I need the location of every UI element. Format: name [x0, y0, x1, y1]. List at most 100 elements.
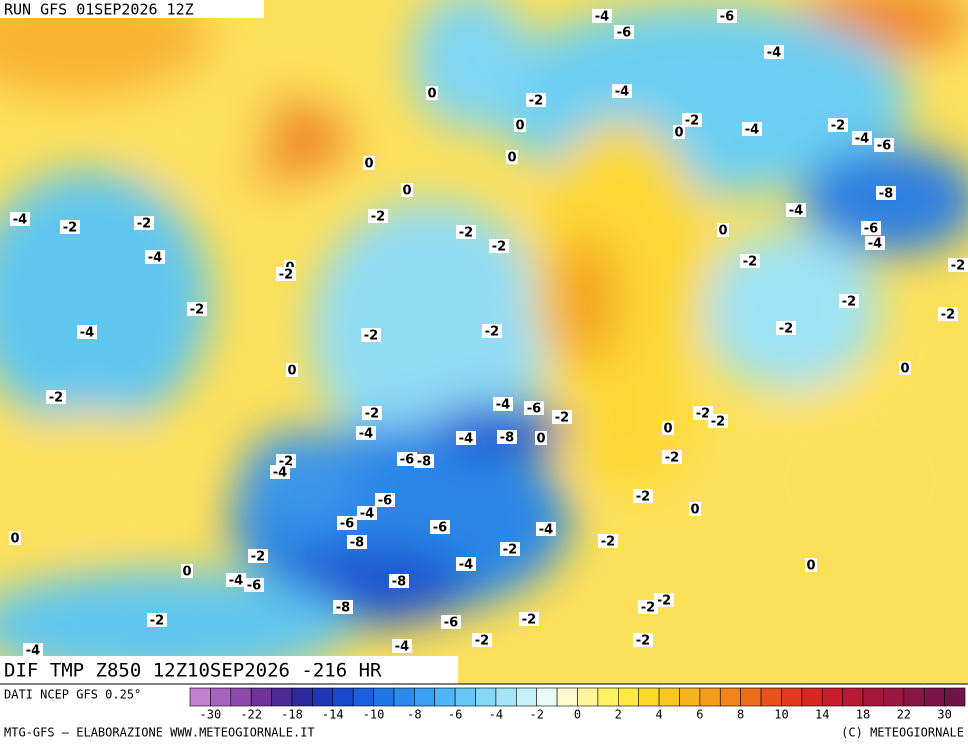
- temperature-area: [10, 410, 170, 530]
- temperature-area: [550, 235, 620, 365]
- colorbar-swatch: [210, 687, 232, 707]
- label-box: [276, 267, 296, 281]
- colorbar-swatch: [740, 687, 762, 707]
- contour-label: -8: [500, 431, 514, 446]
- label-box: [441, 615, 461, 629]
- label-box: [389, 574, 409, 588]
- colorbar-swatch: [903, 687, 925, 707]
- colorbar-label: -22: [240, 708, 262, 722]
- label-box: [899, 361, 911, 375]
- contour-label: -6: [720, 10, 734, 25]
- colorbar-label: 8: [737, 708, 744, 722]
- contour-label: -2: [63, 221, 77, 236]
- contour-label: -6: [433, 521, 447, 536]
- contour-label: -2: [503, 543, 517, 558]
- label-box: [361, 328, 381, 342]
- contour-label: -2: [371, 210, 385, 225]
- label-box: [689, 502, 701, 516]
- contour-label: -2: [529, 94, 543, 109]
- contour-label: -8: [392, 575, 406, 590]
- label-box: [270, 465, 290, 479]
- colorbar-swatch: [597, 687, 619, 707]
- label-box: [456, 557, 476, 571]
- label-box: [493, 397, 513, 411]
- contour-label: -8: [879, 187, 893, 202]
- contour-label: -2: [150, 614, 164, 629]
- contour-label: -8: [336, 601, 350, 616]
- temperature-area: [0, 0, 210, 95]
- contour-label: -2: [601, 535, 615, 550]
- temperature-area: [570, 370, 690, 490]
- contour-label: -6: [378, 494, 392, 509]
- contour-label: 0: [536, 432, 545, 447]
- contour-label: -2: [636, 490, 650, 505]
- temperature-area: [410, 0, 530, 130]
- label-box: [536, 522, 556, 536]
- label-box: [333, 600, 353, 614]
- label-box: [286, 363, 298, 377]
- colorbar-swatch: [556, 687, 578, 707]
- label-box: [482, 324, 502, 338]
- colorbar-label: 30: [937, 708, 951, 722]
- colorbar-swatch: [454, 687, 476, 707]
- contour-label: -8: [350, 536, 364, 551]
- colorbar-label: 22: [897, 708, 911, 722]
- colorbar-swatch: [842, 687, 864, 707]
- contour-label: -2: [190, 303, 204, 318]
- colorbar-swatch: [495, 687, 517, 707]
- label-box: [938, 307, 958, 321]
- colorbar-label: -2: [529, 708, 543, 722]
- colorbar-swatch: [189, 687, 211, 707]
- run-label: RUN GFS 01SEP2026 12Z: [4, 1, 194, 19]
- colorbar-swatch: [332, 687, 354, 707]
- label-box: [357, 506, 377, 520]
- contour-label: -8: [417, 455, 431, 470]
- title: DIF TMP Z850 12Z10SEP2026 -216 HR: [4, 660, 382, 682]
- contour-label: 0: [402, 184, 411, 199]
- label-box: [786, 203, 806, 217]
- header-box: [0, 0, 264, 18]
- label-box: [472, 633, 492, 647]
- colorbar-label: -14: [322, 708, 344, 722]
- label-box: [248, 549, 268, 563]
- contour-label: -2: [522, 613, 536, 628]
- contour-label: -6: [864, 222, 878, 237]
- colorbar-swatch: [821, 687, 843, 707]
- contour-label: -4: [359, 427, 373, 442]
- label-box: [181, 564, 193, 578]
- label-box: [764, 45, 784, 59]
- contour-label: -2: [665, 451, 679, 466]
- colorbar-label: -18: [281, 708, 303, 722]
- contour-label: -2: [251, 550, 265, 565]
- label-box: [861, 221, 881, 235]
- label-box: [77, 325, 97, 339]
- label-box: [456, 431, 476, 445]
- label-box: [145, 250, 165, 264]
- colorbar-swatch: [638, 687, 660, 707]
- label-box: [717, 223, 729, 237]
- label-box: [740, 254, 760, 268]
- contour-label: -2: [743, 255, 757, 270]
- colorbar-swatch: [291, 687, 313, 707]
- colorbar-swatch: [719, 687, 741, 707]
- contour-label: -2: [49, 391, 63, 406]
- label-box: [742, 122, 762, 136]
- label-box: [147, 613, 167, 627]
- contour-label: -2: [941, 308, 955, 323]
- label-box: [633, 489, 653, 503]
- contour-label: -2: [137, 217, 151, 232]
- map-labels: -4 -6-6-4-40 -20 -20 -4 -2-4 -60 00 -8-4-2-4-2 -2…: [9, 9, 968, 659]
- contour-label: -4: [80, 326, 94, 341]
- contour-label: -4: [395, 640, 409, 655]
- colorbar-swatch: [923, 687, 945, 707]
- contour-label: -4: [273, 466, 287, 481]
- contour-label: 0: [718, 224, 727, 239]
- temperature-area: [700, 230, 880, 390]
- contour-label: -6: [877, 139, 891, 154]
- contour-label: -6: [527, 402, 541, 417]
- title-box: [0, 656, 458, 684]
- label-box: [10, 212, 30, 226]
- contour-label: -4: [745, 123, 759, 138]
